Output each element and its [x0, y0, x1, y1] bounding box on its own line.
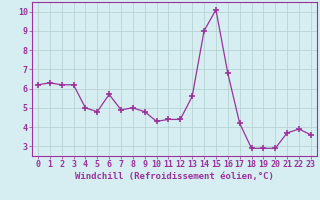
X-axis label: Windchill (Refroidissement éolien,°C): Windchill (Refroidissement éolien,°C) — [75, 172, 274, 181]
